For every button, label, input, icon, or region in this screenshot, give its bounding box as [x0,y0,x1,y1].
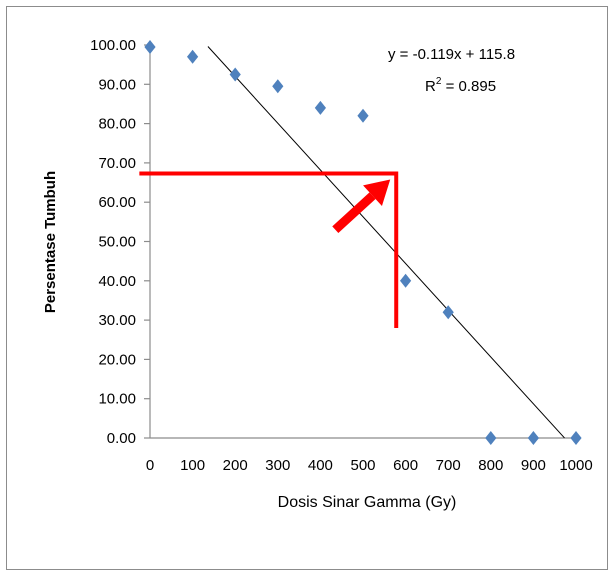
x-tick-label: 1000 [559,457,592,474]
trendline-equation: y = -0.119x + 115.8 [388,46,515,63]
data-points [144,39,582,445]
y-tick-label: 60.00 [98,194,136,211]
x-tick-label: 400 [308,457,333,474]
data-point [229,67,241,82]
y-tick-label: 0.00 [107,430,136,447]
y-tick-label: 90.00 [98,76,136,93]
chart-frame [6,6,608,570]
y-tick-label: 70.00 [98,155,136,172]
y-tick-label: 80.00 [98,116,136,133]
data-point [442,305,454,320]
data-point [314,100,326,115]
x-tick-label: 300 [265,457,290,474]
x-tick-label: 200 [223,457,248,474]
x-tick-label: 0 [146,457,154,474]
x-tick-label: 700 [436,457,461,474]
data-point [272,79,284,94]
y-tick-label: 10.00 [98,391,136,408]
y-tick-label: 50.00 [98,234,136,251]
data-point [485,431,497,445]
y-tick-label: 20.00 [98,351,136,368]
red-annotation [139,171,399,328]
r-squared-prefix: R [425,78,436,95]
x-axis: 0 100 200 300 400 500 600 700 800 900 1000 [146,437,593,474]
y-tick-label: 100.00 [90,37,136,54]
y-tick-label: 40.00 [98,273,136,290]
y-axis-title: Persentase Tumbuh [42,171,59,313]
x-tick-label: 500 [350,457,375,474]
red-arrow-shaft [332,192,376,234]
y-axis: 0.00 10.00 20.00 30.00 40.00 50.00 60.00 70.00 8… [90,37,151,447]
data-point [357,108,369,123]
data-point [144,39,156,54]
x-axis-title: Dosis Sinar Gamma (Gy) [278,494,457,511]
x-tick-label: 100 [180,457,205,474]
trendline-group [207,46,565,439]
linear-trendline [207,46,565,439]
r-squared-superscript: 2 [436,76,442,87]
data-point [400,273,412,288]
data-point [527,431,539,445]
y-tick-label: 30.00 [98,312,136,329]
data-point [570,431,582,445]
r-squared-label: R2 = 0.895 [425,76,496,95]
x-tick-label: 600 [393,457,418,474]
red-arrow-head [363,179,391,207]
r-squared-value: = 0.895 [441,78,496,95]
data-point [187,49,199,64]
x-tick-label: 900 [521,457,546,474]
x-tick-label: 800 [478,457,503,474]
